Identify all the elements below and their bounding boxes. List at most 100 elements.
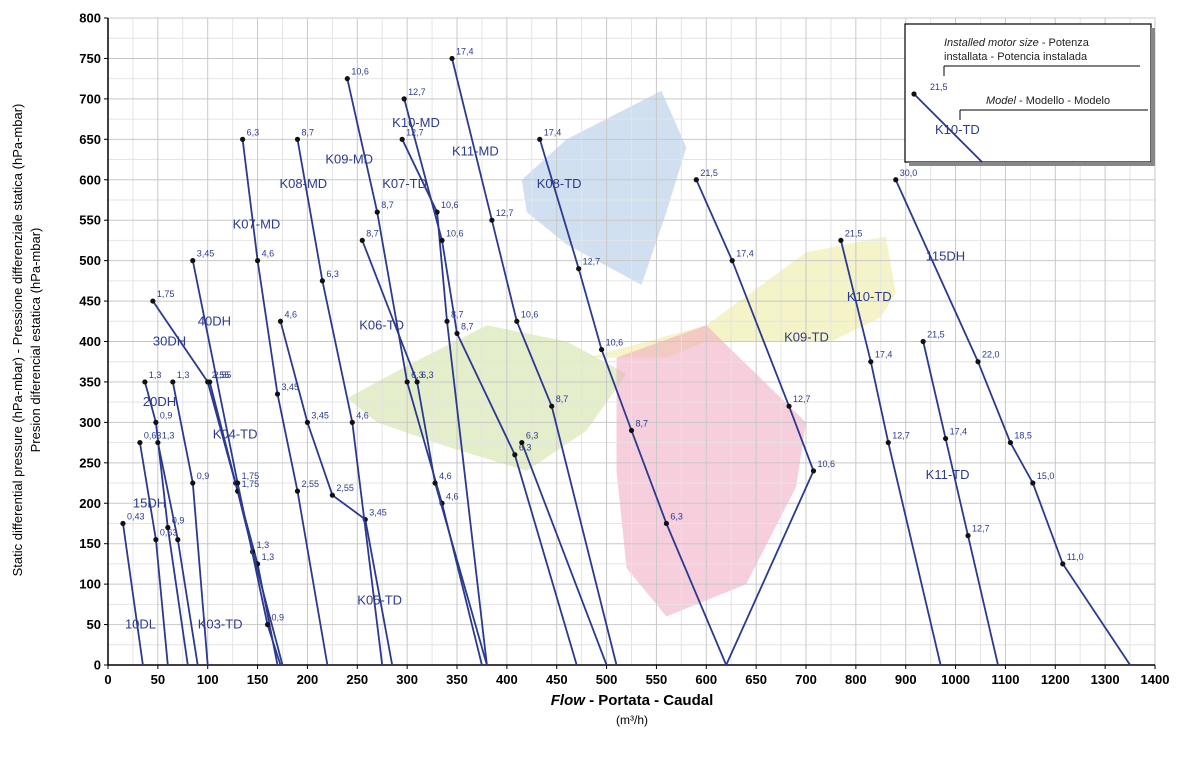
series-30dh-point-label: 0,9 — [197, 471, 210, 481]
series-k07-td-point — [444, 318, 450, 324]
series-k11-td-point-label: 21,5 — [927, 330, 945, 340]
series-k10-td-point-label: 17,4 — [875, 350, 893, 360]
series-k04-td-point-label: 2,55 — [214, 370, 232, 380]
series-k11-td-point — [920, 338, 926, 345]
series-k08-md-point — [349, 419, 355, 425]
series-k10-md-point-label: 8,7 — [461, 321, 474, 331]
series-k09-td-point-label: 12,7 — [793, 394, 811, 404]
axis-titles: Flow - Portata - Caudal (m³/h) Static diff… — [10, 104, 713, 727]
series-k06-td-point — [277, 318, 284, 324]
y-tick-label: 150 — [79, 536, 101, 551]
legend-shadow-bottom — [909, 162, 1155, 166]
series-15dh-point — [153, 537, 159, 543]
y-tick-label: 0 — [94, 658, 101, 673]
x-tick-label: 600 — [695, 672, 717, 687]
series-k04-td-name-label: K04-TD — [213, 427, 258, 442]
series-k11-td-line — [922, 341, 999, 666]
legend-sample-model: K10-TD — [935, 122, 980, 137]
series-40dh-point-label: 2,55 — [212, 370, 230, 380]
shaded-region-1 — [586, 236, 896, 358]
series-k05-md-line — [361, 240, 488, 666]
series-115dh-point — [975, 359, 981, 365]
series-30dh-point-label: 1,3 — [177, 370, 190, 380]
series-k08-md-point-label: 6,3 — [326, 269, 339, 279]
axes: 0 50 100 150 200 250 300 350 400 450 500 550 600 650 7… — [79, 11, 1169, 688]
series-k09-md-point-label: 6,3 — [411, 370, 424, 380]
series-k08-td-main-line — [538, 139, 728, 666]
series-k10-md-point — [512, 452, 518, 458]
series-k08-td-main: 17,4 12,7 10,6 8,7 6,3 — [537, 127, 728, 666]
series-k11-td-point-label: 17,4 — [950, 427, 968, 437]
x-tick-label: 450 — [546, 672, 568, 687]
series-40dh-point — [205, 379, 211, 385]
series-10dl-point — [120, 520, 126, 527]
series-k08-td-main-point — [537, 136, 543, 142]
series-k11-md-point — [449, 55, 455, 62]
series-k05-td-point-label: 0,9 — [272, 613, 285, 623]
x-tick-label: 1000 — [941, 672, 970, 687]
x-tick-label: 250 — [346, 672, 368, 687]
x-tick-label: 50 — [151, 672, 165, 687]
series-k11-td-point — [965, 533, 971, 539]
series-k08-md-name-label: K08-MD — [280, 176, 328, 191]
x-tick-label: 400 — [496, 672, 518, 687]
series-k05-md-point-label: 8,7 — [366, 228, 379, 238]
y-tick-label: 350 — [79, 374, 101, 389]
series-20dh-point — [153, 419, 159, 425]
series-k08-td-point-label: 6,3 — [526, 431, 539, 441]
series-k07-td: 12,7 10,6 8,7 K07-TD — [382, 127, 488, 666]
series-10dl: 0,43 10DL — [120, 511, 156, 666]
series-k03-td: 1,3 K03-TD — [155, 431, 243, 666]
series-30dh-point — [190, 480, 196, 486]
series-40dh-point-label: 1,75 — [242, 479, 260, 489]
series-k08-td-name-label: K08-TD — [537, 176, 582, 191]
x-axis-unit: (m³/h) — [616, 713, 648, 727]
x-tick-label: 1400 — [1141, 672, 1170, 687]
series-k03-td-name-label: K03-TD — [198, 617, 243, 632]
series-k05-td-point — [190, 258, 196, 264]
series-k07-md-point-label: 4,6 — [262, 249, 275, 259]
series-20dh-name-label: 20DH — [143, 394, 176, 409]
series-20dh-point — [142, 379, 148, 385]
series-k08-td-main-point-label: 6,3 — [670, 511, 683, 521]
series-115dh-point — [1060, 561, 1066, 567]
series-k05-md-point — [432, 480, 438, 486]
x-tick-label: 900 — [895, 672, 917, 687]
series-k03-td-point — [175, 537, 181, 543]
series-k09-td-point-label: 17,4 — [736, 249, 754, 259]
series-k10-td-point-label: 12,7 — [892, 431, 910, 441]
legend-motor-size-line1: Installed motor size - Potenza — [944, 37, 1090, 49]
x-tick-label: 0 — [104, 672, 111, 687]
series-k08-md-point-label: 4,6 — [356, 410, 369, 420]
series-k05-td-point-label: 3,45 — [197, 249, 215, 259]
series-40dh-name-label: 40DH — [198, 313, 231, 328]
series-115dh-point-label: 11,0 — [1067, 552, 1084, 562]
series-k07-td-name-label: K07-TD — [382, 176, 427, 191]
series-k06-td-point-label: 3,45 — [369, 507, 387, 517]
series-k09-td-point — [810, 468, 817, 474]
series-k09-md-point — [374, 209, 380, 215]
series-115dh-point-label: 18,5 — [1014, 431, 1032, 441]
series-k11-td-point-label: 12,7 — [972, 524, 990, 534]
series-k09-td-point — [729, 258, 735, 264]
legend: Installed motor size - Potenza installata… — [904, 23, 1155, 166]
x-tick-label: 350 — [446, 672, 468, 687]
series-k07-td-point — [434, 209, 440, 215]
y-axis-title-line2: Presion diferencial estatica (hPa-mbar) — [28, 228, 43, 453]
series-k04-td-point-label: 1,3 — [262, 552, 275, 562]
x-tick-label: 1200 — [1041, 672, 1070, 687]
series-k08-md: 8,7 6,3 4,6 K08-MD — [280, 127, 384, 666]
series-k08-td-main-point-label: 8,7 — [636, 418, 649, 428]
series-k10-td: 21,5 17,4 12,7 K10-TD — [838, 228, 942, 666]
series-k07-md-point-label: 2,55 — [301, 479, 319, 489]
series-k09-md-point-label: 8,7 — [381, 200, 394, 210]
series-k08-td: 6,3 K08-TD — [519, 176, 608, 666]
series-15dh-point-label: 0,63 — [144, 431, 162, 441]
series-20dh-point-label: 0,9 — [160, 410, 173, 420]
series-k06-td-point-label: 2,55 — [336, 483, 354, 493]
series-30dh-name-label: 30DH — [153, 334, 186, 349]
series-k10-md-point-label: 6,3 — [519, 443, 532, 453]
series-k07-md-name-label: K07-MD — [233, 216, 281, 231]
x-tick-label: 500 — [596, 672, 618, 687]
